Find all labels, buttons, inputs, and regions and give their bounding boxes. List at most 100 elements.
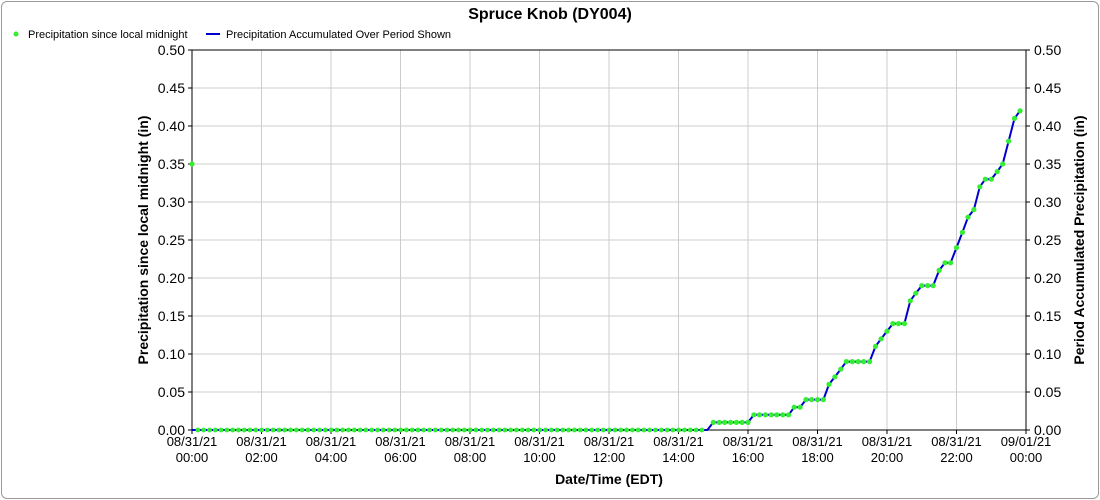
series-accumulated [192, 110, 1021, 431]
y-tick-label-right: 0.35 [1034, 156, 1061, 172]
data-point [872, 343, 879, 349]
y-tick-label-right: 0.45 [1034, 80, 1061, 96]
y-tick-label-left: 0.10 [158, 346, 185, 362]
data-point [560, 427, 566, 433]
x-tick-label-date: 08/31/21 [792, 434, 843, 449]
data-point [537, 427, 543, 433]
y-tick-label-left: 0.05 [158, 384, 185, 400]
data-point [988, 176, 994, 182]
data-point [433, 427, 438, 433]
data-point [241, 427, 247, 433]
data-point [375, 427, 380, 433]
y-tick-label-right: 0.05 [1034, 384, 1061, 400]
data-point [606, 427, 612, 433]
data-point [913, 290, 919, 296]
data-point [768, 412, 774, 418]
y-tick-label-right: 0.15 [1034, 308, 1061, 324]
x-tick-label-date: 08/31/21 [306, 434, 357, 449]
data-point [490, 427, 496, 433]
data-point [427, 427, 432, 433]
data-point [925, 283, 931, 289]
data-point [953, 245, 960, 251]
data-point [653, 427, 658, 433]
data-point [658, 427, 664, 433]
data-point [786, 412, 792, 418]
data-point [282, 427, 288, 433]
data-point [959, 229, 966, 235]
series-midnight [189, 108, 1023, 433]
data-point [438, 427, 444, 433]
x-tick-label-date: 08/31/21 [862, 434, 913, 449]
data-point [479, 427, 485, 433]
data-point [618, 427, 624, 433]
data-point [583, 427, 589, 433]
x-tick-label-date: 08/31/21 [375, 434, 426, 449]
legend: Precipitation since local midnight Preci… [13, 29, 451, 41]
data-point [884, 328, 890, 334]
data-point [601, 427, 606, 433]
data-point [265, 427, 270, 433]
x-tick-label-time: 18:00 [801, 450, 834, 465]
data-point [236, 427, 241, 433]
data-point [948, 260, 954, 266]
data-point [739, 419, 745, 425]
data-point [351, 427, 357, 433]
data-point [756, 412, 763, 418]
x-tick-label-time: 20:00 [871, 450, 904, 465]
data-point [589, 427, 595, 433]
data-point [224, 427, 230, 433]
data-point [762, 412, 769, 418]
data-point [189, 161, 195, 167]
y-tick-label-left: 0.40 [158, 118, 185, 134]
data-point [682, 427, 687, 433]
data-point [861, 359, 867, 365]
x-tick-label-time: 14:00 [662, 450, 695, 465]
data-point [1017, 108, 1023, 114]
data-point [392, 427, 398, 433]
data-point [820, 397, 827, 403]
y-tick-label-left: 0.15 [158, 308, 185, 324]
data-point [878, 336, 884, 342]
y-tick-label-left: 0.00 [158, 422, 185, 438]
data-point [421, 427, 427, 433]
data-point [635, 427, 641, 433]
y-axis-left-title: Precipitation since local midnight (in) [135, 116, 151, 365]
data-point [751, 412, 757, 418]
data-point [965, 214, 971, 220]
x-tick-label-date: 08/31/21 [514, 434, 565, 449]
data-point [299, 427, 305, 433]
data-point [404, 427, 409, 433]
y-tick-label-left: 0.50 [158, 42, 185, 58]
data-point [508, 427, 514, 433]
data-point [982, 176, 988, 182]
data-point [322, 427, 328, 433]
x-tick-label-time: 06:00 [384, 450, 417, 465]
x-tick-label-time: 00:00 [176, 450, 209, 465]
data-point [409, 427, 415, 433]
data-point [519, 427, 525, 433]
data-point [977, 184, 983, 190]
data-point [699, 427, 705, 433]
x-tick-label-date: 08/31/21 [723, 434, 774, 449]
data-point [942, 260, 948, 266]
data-point [270, 427, 276, 433]
data-point [444, 427, 450, 433]
x-tick-label-date: 08/31/21 [167, 434, 218, 449]
grid [192, 50, 1026, 430]
data-point [357, 427, 363, 433]
data-point [809, 397, 815, 403]
data-point [577, 427, 583, 433]
data-point [294, 427, 299, 433]
data-point [994, 169, 1000, 175]
data-point [693, 427, 699, 433]
data-point [919, 283, 925, 289]
x-tick-label-date: 09/01/21 [1001, 434, 1052, 449]
data-point [890, 321, 896, 327]
data-point [462, 427, 467, 433]
data-point [195, 427, 201, 433]
data-point [624, 427, 629, 433]
data-point [867, 359, 873, 365]
y-tick-label-right: 0.20 [1034, 270, 1061, 286]
